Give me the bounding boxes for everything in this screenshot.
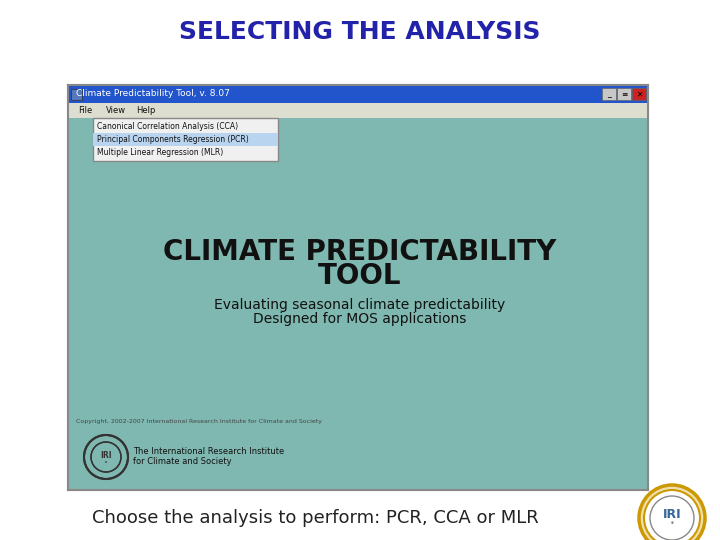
FancyBboxPatch shape [632, 88, 646, 100]
FancyBboxPatch shape [68, 85, 648, 490]
Circle shape [84, 435, 128, 479]
Text: IRI: IRI [662, 508, 681, 521]
Text: Climate Predictability Tool, v. 8.07: Climate Predictability Tool, v. 8.07 [76, 90, 230, 98]
Text: IRI: IRI [100, 450, 112, 460]
Text: CLIMATE PREDICTABILITY: CLIMATE PREDICTABILITY [163, 239, 557, 267]
FancyBboxPatch shape [71, 89, 82, 100]
Text: View: View [106, 106, 126, 115]
Text: •: • [104, 460, 108, 466]
Circle shape [644, 490, 700, 540]
FancyBboxPatch shape [93, 133, 278, 146]
Text: Principal Components Regression (PCR): Principal Components Regression (PCR) [97, 135, 248, 144]
Text: Copyright, 2002-2007 International Research Institute for Climate and Society: Copyright, 2002-2007 International Resea… [76, 420, 322, 424]
Text: Help: Help [136, 106, 156, 115]
FancyBboxPatch shape [617, 88, 631, 100]
FancyBboxPatch shape [68, 103, 648, 118]
Text: Choose the analysis to perform: PCR, CCA or MLR: Choose the analysis to perform: PCR, CCA… [91, 509, 539, 527]
Text: Evaluating seasonal climate predictability: Evaluating seasonal climate predictabili… [215, 299, 505, 313]
FancyBboxPatch shape [68, 85, 648, 103]
Text: Designed for MOS applications: Designed for MOS applications [253, 312, 467, 326]
Text: •: • [670, 518, 675, 528]
Text: ≡: ≡ [621, 90, 627, 98]
Text: The International Research Institute: The International Research Institute [133, 448, 284, 456]
Text: File: File [78, 106, 92, 115]
Text: SELECTING THE ANALYSIS: SELECTING THE ANALYSIS [179, 20, 541, 44]
Text: Multiple Linear Regression (MLR): Multiple Linear Regression (MLR) [97, 148, 223, 157]
Text: TOOL: TOOL [318, 261, 402, 289]
FancyBboxPatch shape [602, 88, 616, 100]
Text: _: _ [607, 90, 611, 98]
FancyBboxPatch shape [93, 118, 278, 161]
Text: Canonical Correlation Analysis (CCA): Canonical Correlation Analysis (CCA) [97, 122, 238, 131]
Text: for Climate and Society: for Climate and Society [133, 457, 232, 467]
Text: ✕: ✕ [636, 90, 642, 98]
Circle shape [639, 485, 705, 540]
